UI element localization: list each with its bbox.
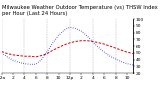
Text: Milwaukee Weather Outdoor Temperature (vs) THSW Index per Hour (Last 24 Hours): Milwaukee Weather Outdoor Temperature (v… [2, 5, 157, 16]
